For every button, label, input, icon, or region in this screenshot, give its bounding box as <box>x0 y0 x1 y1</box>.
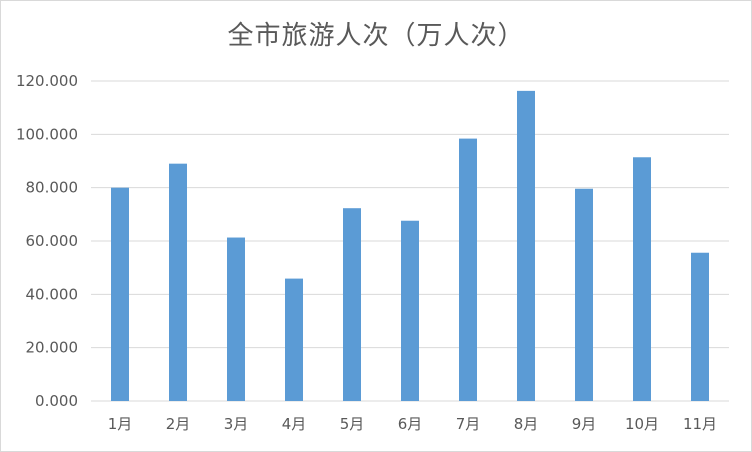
x-tick-label: 10月 <box>625 415 659 433</box>
bar <box>575 188 593 401</box>
x-tick-label: 9月 <box>572 415 597 433</box>
chart-title: 全市旅游人次（万人次） <box>227 21 525 51</box>
x-tick-label: 6月 <box>398 415 423 433</box>
bar <box>169 163 187 401</box>
x-tick-label: 11月 <box>683 415 717 433</box>
bar <box>691 252 709 401</box>
x-tick-label: 8月 <box>514 415 539 433</box>
bar <box>285 278 303 401</box>
x-tick-label: 4月 <box>282 415 307 433</box>
y-tick-label: 80.000 <box>26 179 79 197</box>
bar <box>517 90 535 401</box>
y-tick-label: 0.000 <box>35 392 78 410</box>
x-tick-label: 1月 <box>108 415 133 433</box>
y-tick-label: 20.000 <box>26 339 79 357</box>
y-tick-label: 40.000 <box>26 285 79 303</box>
bar <box>459 138 477 401</box>
bar <box>633 157 651 401</box>
bar <box>401 220 419 401</box>
y-tick-label: 100.000 <box>16 125 78 143</box>
bar <box>111 187 129 401</box>
x-tick-label: 2月 <box>166 415 191 433</box>
x-tick-label: 7月 <box>456 415 481 433</box>
bar <box>227 237 245 401</box>
x-tick-label: 3月 <box>224 415 249 433</box>
y-tick-label: 60.000 <box>26 232 79 250</box>
x-tick-label: 5月 <box>340 415 365 433</box>
bar <box>343 208 361 401</box>
y-tick-label: 120.000 <box>16 72 78 90</box>
